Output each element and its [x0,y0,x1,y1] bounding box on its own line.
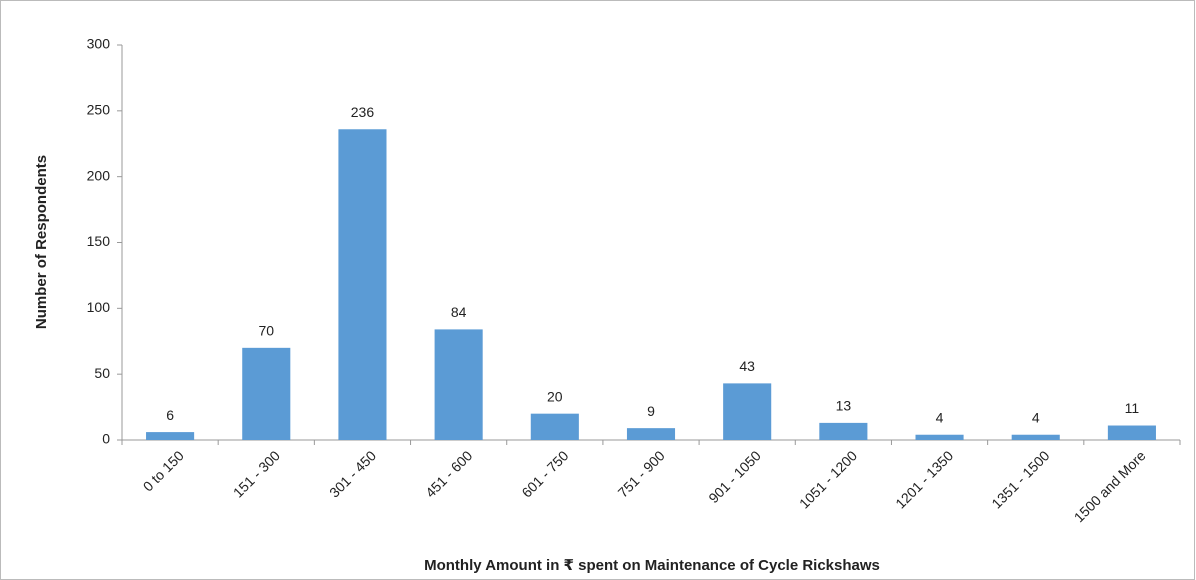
data-label: 20 [547,388,563,404]
y-tick-label: 300 [87,36,111,52]
y-tick-label: 0 [102,431,110,447]
y-tick-label: 200 [87,167,111,183]
data-label: 13 [836,398,852,414]
bar [626,428,676,440]
y-tick-label: 150 [87,233,111,249]
y-tick-label: 50 [94,365,110,381]
bar [723,383,772,440]
bar [434,329,483,440]
bar [338,129,387,440]
y-tick-label: 250 [87,102,111,118]
bar [1011,434,1060,440]
bar [1107,425,1156,440]
data-label: 4 [936,409,944,425]
bar [530,413,579,440]
bar [146,432,195,440]
y-tick-label: 100 [87,299,111,315]
bar [915,434,964,440]
data-label: 84 [451,304,467,320]
x-axis-title: Monthly Amount in ₹ spent on Maintenance… [424,557,880,574]
data-label: 236 [351,104,375,120]
data-label: 4 [1032,409,1040,425]
bar [242,347,291,440]
data-label: 70 [258,323,274,339]
data-label: 43 [739,358,755,374]
data-label: 6 [166,407,174,423]
data-label: 9 [647,403,655,419]
bar [819,422,868,440]
data-label: 11 [1125,400,1140,416]
y-axis-title: Number of Respondents [33,155,50,329]
